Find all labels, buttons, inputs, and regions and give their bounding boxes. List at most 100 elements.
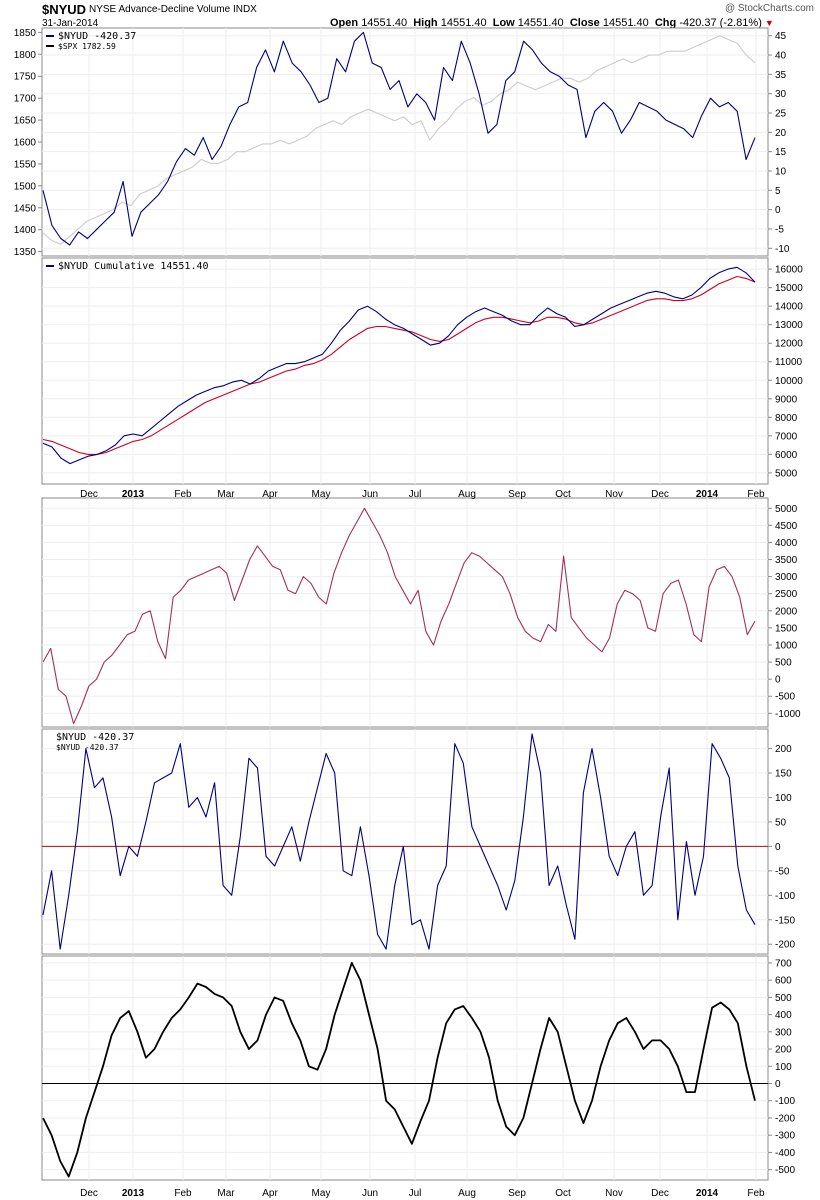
right-tick-label-price: 0 (775, 205, 781, 216)
month-label: Feb (747, 489, 765, 500)
right-tick-label-difference: -200 (775, 940, 795, 951)
month-label: Jun (362, 1188, 378, 1199)
right-tick-label-price: 5 (775, 186, 781, 197)
month-label: Aug (458, 1188, 476, 1199)
right-tick-label-oscillator: -500 (775, 692, 795, 703)
right-tick-label-difference: 200 (775, 744, 792, 755)
right-tick-label-difference: 50 (775, 817, 787, 828)
right-tick-label-price: -10 (775, 244, 790, 255)
close-label: Close (569, 17, 600, 29)
right-tick-label-smoothed: 200 (775, 1045, 792, 1056)
open-label: Open (330, 17, 359, 29)
month-label: Nov (605, 489, 623, 500)
month-label: Dec (651, 489, 669, 500)
right-tick-label-price: 35 (775, 70, 787, 81)
panel-frame-smoothed (41, 955, 769, 1181)
series-line-oscillator-0 (42, 507, 756, 725)
open-value: 14551.40 (361, 17, 408, 29)
chart-name: NYSE Advance-Decline Volume INDX (89, 4, 257, 15)
series-line-smoothed-0 (42, 962, 756, 1178)
right-tick-label-smoothed: -100 (775, 1096, 795, 1107)
right-tick-label-smoothed: 100 (775, 1062, 792, 1073)
panel-frame-oscillator (41, 497, 769, 728)
chart-date: 31-Jan-2014 (42, 18, 99, 29)
month-label: Jul (409, 489, 422, 500)
right-tick-label-cumulative: 6000 (775, 450, 798, 461)
right-tick-label-cumulative: 14000 (775, 302, 803, 313)
right-tick-label-oscillator: 4500 (775, 521, 798, 532)
low-value: 14551.40 (517, 17, 564, 29)
right-tick-label-cumulative: 12000 (775, 339, 803, 350)
right-tick-label-oscillator: 0 (775, 675, 781, 686)
month-label: Sep (508, 1188, 526, 1199)
left-tick-label-price: 1450 (14, 203, 37, 214)
left-tick-label-price: 1700 (14, 94, 37, 105)
month-label: 2014 (696, 1188, 719, 1199)
right-tick-label-smoothed: 600 (775, 976, 792, 987)
month-label: Sep (508, 489, 526, 500)
left-tick-label-price: 1650 (14, 116, 37, 127)
right-tick-label-price: 40 (775, 51, 787, 62)
series-line-cumulative-1 (42, 275, 756, 455)
right-tick-label-oscillator: 2000 (775, 606, 798, 617)
down-arrow-icon: ▼ (764, 18, 774, 28)
left-tick-label-price: 1850 (14, 28, 37, 39)
right-tick-label-cumulative: 7000 (775, 431, 798, 442)
right-tick-label-price: 10 (775, 166, 787, 177)
right-tick-label-smoothed: -300 (775, 1131, 795, 1142)
right-tick-label-difference: -50 (775, 866, 790, 877)
month-label: Feb (174, 489, 192, 500)
right-tick-label-difference: 100 (775, 793, 792, 804)
high-value: 14551.40 (440, 17, 487, 29)
month-label: May (312, 489, 331, 500)
month-label: Nov (605, 1188, 623, 1199)
legend-label-difference: $NYUD -420.37 (56, 743, 119, 752)
right-tick-label-difference: 0 (775, 842, 781, 853)
right-tick-label-cumulative: 10000 (775, 376, 803, 387)
left-tick-label-price: 1800 (14, 50, 37, 61)
right-tick-label-difference: 150 (775, 769, 792, 780)
watermark: @ StockCharts.com (724, 3, 814, 14)
left-tick-label-price: 1400 (14, 225, 37, 236)
low-label: Low (492, 17, 515, 29)
right-tick-label-smoothed: 400 (775, 1010, 792, 1021)
panel-frame-cumulative (41, 257, 769, 485)
month-label: Mar (217, 489, 235, 500)
left-tick-label-price: 1500 (14, 181, 37, 192)
right-tick-label-price: 30 (775, 89, 787, 100)
right-tick-label-cumulative: 5000 (775, 468, 798, 479)
month-label: Jun (362, 489, 378, 500)
right-tick-label-price: -5 (775, 224, 784, 235)
right-tick-label-oscillator: 2500 (775, 589, 798, 600)
legend-label-price: $SPX 1782.59 (58, 42, 116, 51)
left-tick-label-price: 1550 (14, 159, 37, 170)
chg-value: -420.37 (-2.81%) (679, 17, 762, 29)
chart-symbol: $NYUD (42, 2, 87, 17)
right-tick-label-smoothed: -200 (775, 1113, 795, 1124)
right-tick-label-smoothed: 700 (775, 958, 792, 969)
panel-frame-price (41, 27, 769, 257)
chg-label: Chg (654, 17, 677, 29)
month-label: 2013 (122, 1188, 145, 1199)
right-tick-label-oscillator: 5000 (775, 504, 798, 515)
right-tick-label-oscillator: 3500 (775, 555, 798, 566)
month-label: Feb (174, 1188, 192, 1199)
right-tick-label-oscillator: 4000 (775, 538, 798, 549)
right-tick-label-cumulative: 13000 (775, 320, 803, 331)
left-tick-label-price: 1750 (14, 72, 37, 83)
series-line-cumulative-0 (42, 266, 756, 465)
legend-label-difference: $NYUD -420.37 (56, 732, 134, 743)
series-line-difference-0 (42, 733, 756, 950)
month-label: Aug (458, 489, 476, 500)
month-label: Dec (80, 1188, 98, 1199)
close-value: 14551.40 (602, 17, 649, 29)
month-label: Oct (555, 489, 571, 500)
right-tick-label-oscillator: 500 (775, 658, 792, 669)
right-tick-label-price: 45 (775, 31, 787, 42)
right-tick-label-oscillator: 3000 (775, 572, 798, 583)
right-tick-label-cumulative: 11000 (775, 357, 803, 368)
right-tick-label-oscillator: -1000 (775, 709, 801, 720)
right-tick-label-oscillator: 1500 (775, 623, 798, 634)
right-tick-label-smoothed: 500 (775, 993, 792, 1004)
